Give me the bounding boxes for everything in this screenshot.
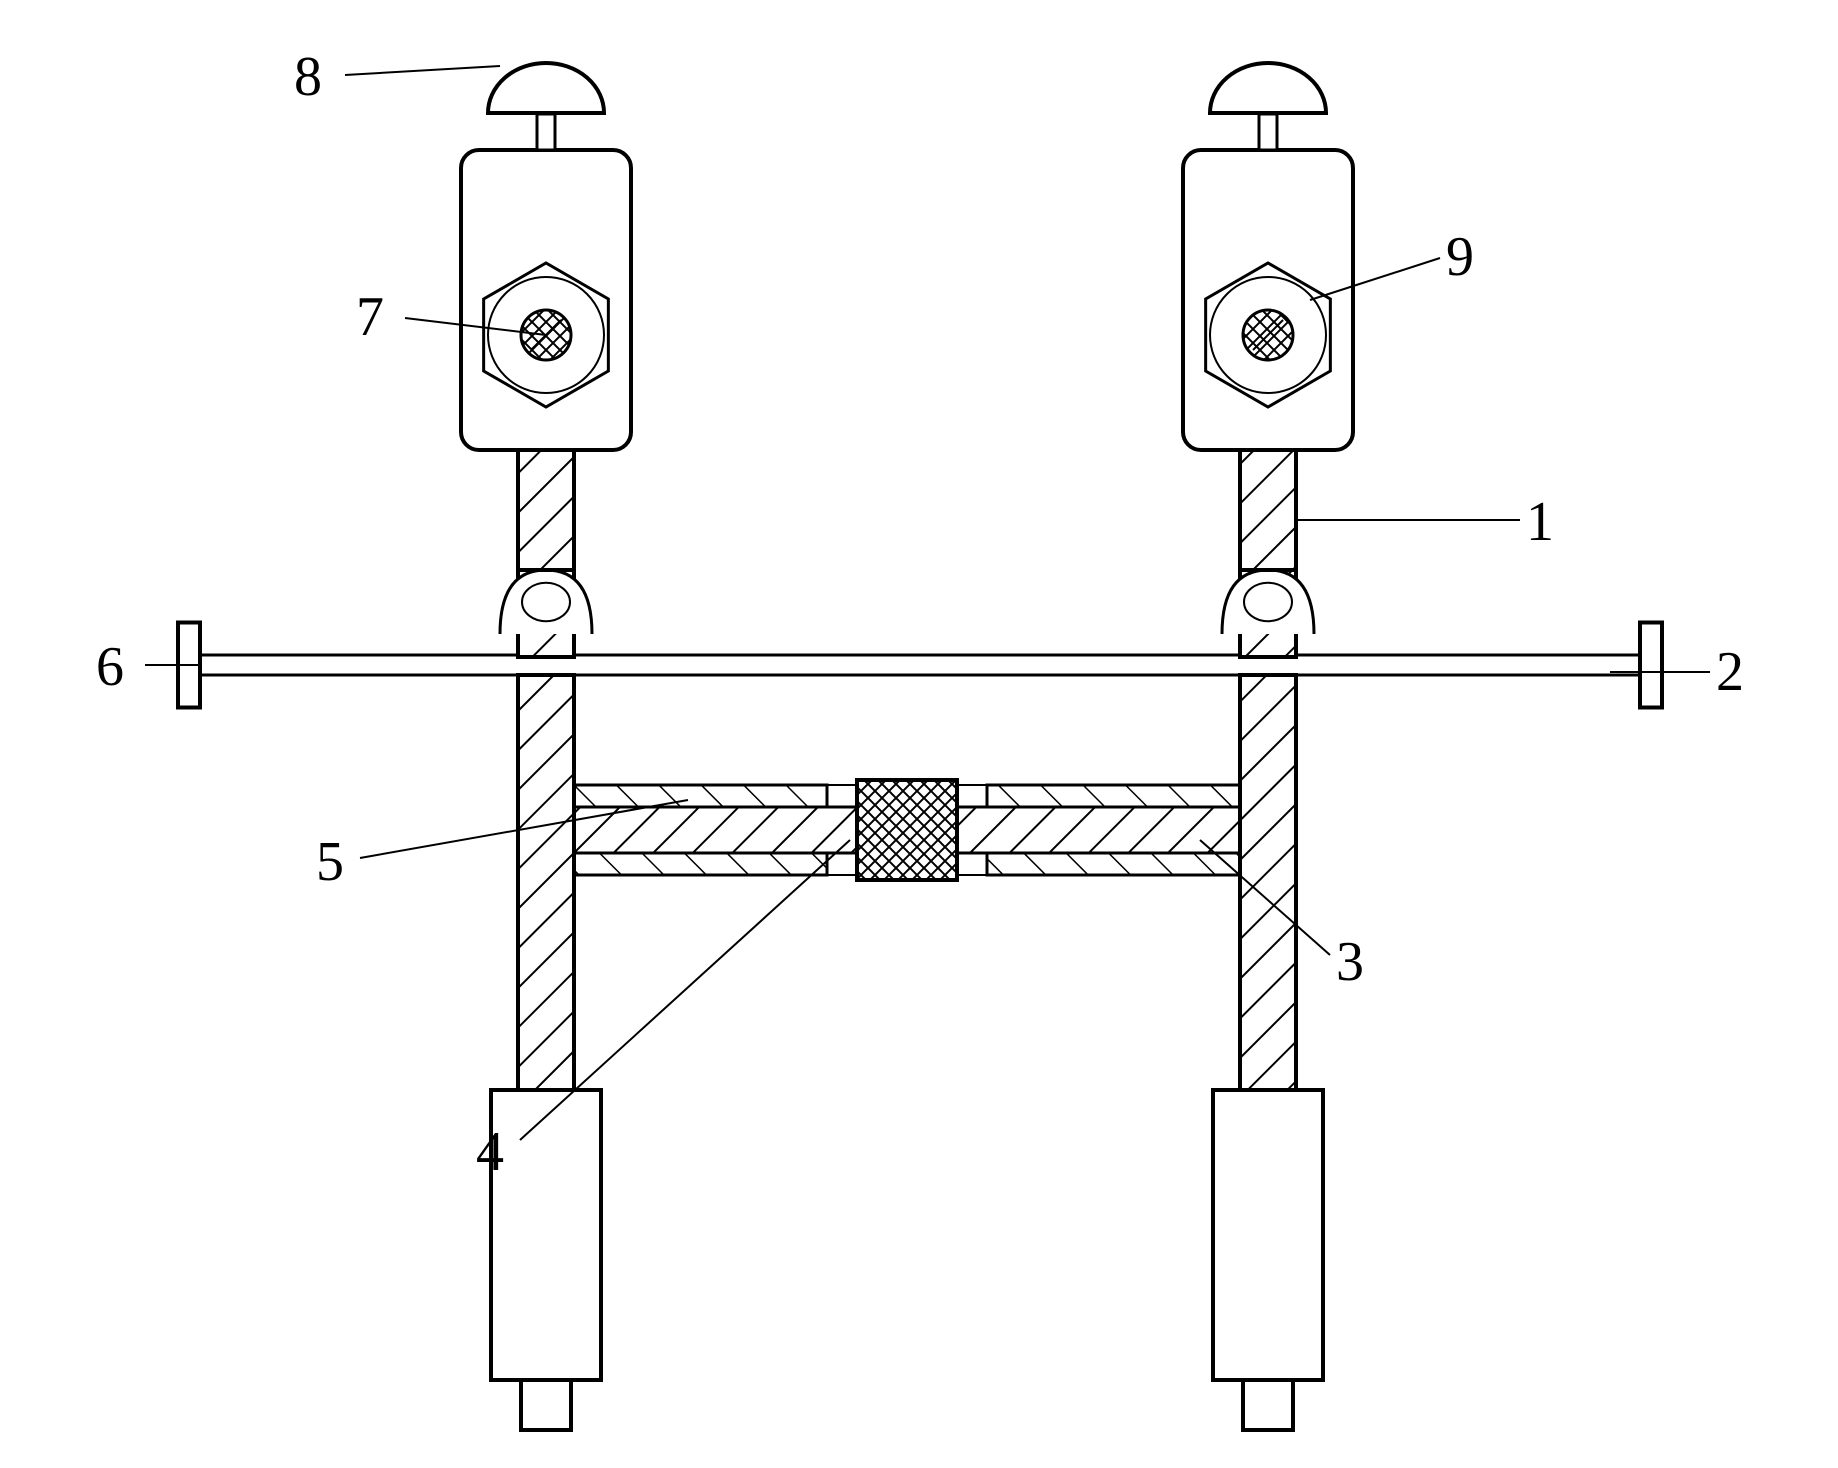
lower-stub-left	[521, 1380, 571, 1430]
label-4: 4	[476, 1121, 504, 1183]
end-disc-right	[1640, 623, 1662, 708]
column-neck-left	[518, 450, 574, 570]
knob-right	[1210, 63, 1326, 113]
label-5: 5	[316, 831, 344, 893]
label-9: 9	[1446, 226, 1474, 288]
column-neck-right	[1240, 450, 1296, 570]
label-6: 6	[96, 636, 124, 698]
label-7: 7	[356, 286, 384, 348]
beam-center-block	[857, 780, 957, 880]
lower-cylinder-left	[491, 1090, 601, 1380]
label-1: 1	[1526, 491, 1554, 553]
label-8: 8	[294, 46, 322, 108]
column-lower-left	[518, 675, 574, 1090]
clevis-ring-left	[522, 583, 570, 621]
beam-inner-left	[574, 807, 857, 853]
clevis-ring-right	[1244, 583, 1292, 621]
leader-8	[345, 66, 500, 75]
knob-stem-right	[1259, 114, 1277, 150]
knob-stem-left	[537, 114, 555, 150]
label-2: 2	[1716, 641, 1744, 703]
lower-cylinder-right	[1213, 1090, 1323, 1380]
lower-stub-right	[1243, 1380, 1293, 1430]
beam-inner-right	[957, 807, 1240, 853]
label-3: 3	[1336, 931, 1364, 993]
knob-left	[488, 63, 604, 113]
